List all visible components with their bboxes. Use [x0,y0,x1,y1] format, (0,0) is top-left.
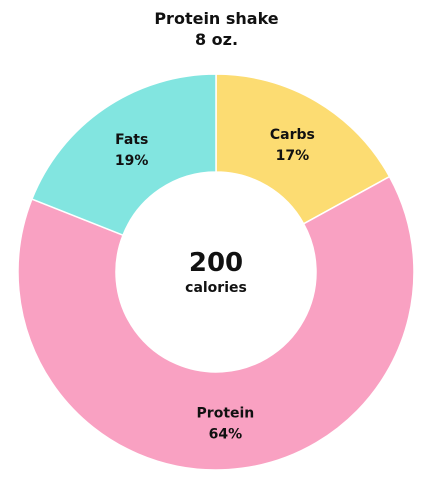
chart-subtitle: 8 oz. [194,30,239,49]
slice-percent-protein: 64% [209,427,243,443]
slice-label-protein: Protein [197,406,255,422]
donut-slice-labels: Carbs 17% Protein 64% Fats 19% [115,127,315,443]
slice-fats [30,73,217,237]
slice-percent-carbs: 17% [276,148,310,164]
donut-slices [17,73,415,471]
slice-carbs [215,73,391,225]
slice-percent-fats: 19% [115,153,149,169]
center-calorie-value: 200 [189,248,243,278]
chart-title: Protein shake [154,9,279,28]
slice-label-fats: Fats [115,132,148,148]
chart-title-block: Protein shake 8 oz. [0,8,433,50]
center-calorie-unit: calories [185,280,247,296]
slice-label-carbs: Carbs [270,127,315,143]
slice-protein [17,175,415,471]
